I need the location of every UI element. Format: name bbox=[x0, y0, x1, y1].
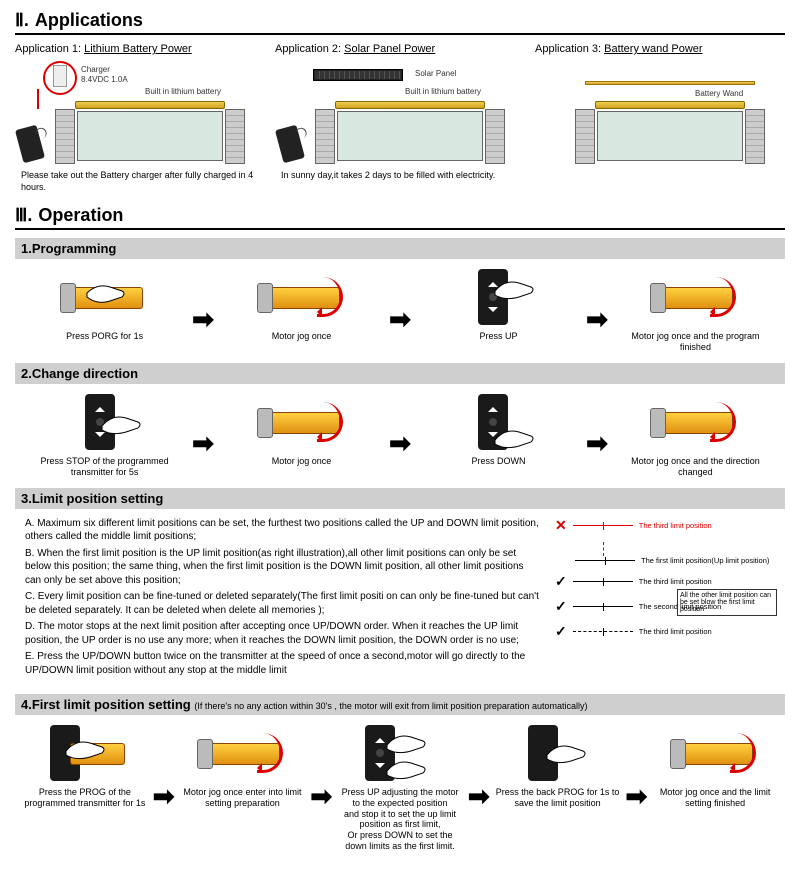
arrow-icon: ➡ bbox=[586, 410, 608, 459]
app1-diagram: Charger 8.4VDC 1.0A Built in lithium bat… bbox=[15, 59, 265, 164]
section-applications-header: Ⅱ. Applications bbox=[15, 10, 785, 35]
wall-left-icon bbox=[575, 109, 595, 164]
motor-jog-icon bbox=[650, 267, 740, 327]
step-2: Motor jog once bbox=[220, 392, 383, 467]
wand-label: Battery Wand bbox=[695, 89, 743, 98]
step-1: Press the PROG of the programmed transmi… bbox=[23, 723, 147, 809]
check-icon: ✓ bbox=[555, 598, 567, 615]
programming-steps: Press PORG for 1s ➡ Motor jog once ➡ Pre… bbox=[15, 267, 785, 353]
limit-text: A. Maximum six different limit positions… bbox=[25, 517, 539, 681]
tube-icon bbox=[75, 101, 225, 109]
limit-header: 3.Limit position setting bbox=[15, 488, 785, 509]
firstlimit-header: 4.First limit position setting (If there… bbox=[15, 694, 785, 715]
section-operation-header: Ⅲ. Operation bbox=[15, 205, 785, 230]
step-3: Press UP adjusting the motor to the expe… bbox=[338, 723, 462, 852]
wall-right-icon bbox=[225, 109, 245, 164]
shutter-icon bbox=[77, 111, 223, 161]
charger-wire-icon bbox=[37, 89, 39, 109]
application-1: Application 1: Lithium Battery Power Cha… bbox=[15, 43, 265, 193]
section-num: Ⅲ. bbox=[15, 205, 32, 226]
app2-title: Application 2: Solar Panel Power bbox=[275, 43, 525, 55]
arrow-icon: ➡ bbox=[389, 286, 411, 335]
step-2: Motor jog once bbox=[220, 267, 383, 342]
arrow-icon: ➡ bbox=[192, 410, 214, 459]
shutter-icon bbox=[337, 111, 483, 161]
press-updown-icon bbox=[355, 723, 445, 783]
wall-right-icon bbox=[485, 109, 505, 164]
wall-left-icon bbox=[315, 109, 335, 164]
hand-motor-icon bbox=[60, 267, 150, 327]
motor-jog-icon bbox=[670, 723, 760, 783]
programming-header: 1.Programming bbox=[15, 238, 785, 259]
battery-label-2: Built in lithium battery bbox=[405, 87, 481, 96]
application-3: Application 3: Battery wand Power Batter… bbox=[535, 43, 785, 193]
wall-right-icon bbox=[745, 109, 765, 164]
limit-diagram: ✕The third limit position The first limi… bbox=[555, 517, 775, 681]
section-title: Applications bbox=[35, 10, 143, 31]
arrow-icon: ➡ bbox=[192, 286, 214, 335]
press-prog-icon bbox=[40, 723, 130, 783]
shutter-icon bbox=[597, 111, 743, 161]
tube-icon bbox=[595, 101, 745, 109]
motor-jog-icon bbox=[197, 723, 287, 783]
step-4: Motor jog once and the direction changed bbox=[614, 392, 777, 478]
remote-icon bbox=[15, 125, 45, 164]
charger-plug-icon bbox=[53, 65, 67, 87]
step-2: Motor jog once enter into limit setting … bbox=[181, 723, 305, 809]
solar-panel-icon bbox=[313, 69, 403, 81]
x-icon: ✕ bbox=[555, 517, 567, 534]
step-1: ract Press STOP of the programmed transm… bbox=[23, 392, 186, 478]
arrow-icon: ➡ bbox=[389, 410, 411, 459]
step-5: Motor jog once and the limit setting fin… bbox=[653, 723, 777, 809]
app2-diagram: Solar Panel Built in lithium battery bbox=[275, 59, 525, 164]
arrow-icon: ➡ bbox=[625, 763, 647, 812]
arrow-icon: ➡ bbox=[586, 286, 608, 335]
arrow-icon: ➡ bbox=[468, 763, 490, 812]
step-3: Press DOWN bbox=[417, 392, 580, 467]
step-1: Press PORG for 1s bbox=[23, 267, 186, 342]
remote-icon bbox=[275, 125, 305, 164]
firstlimit-steps: Press the PROG of the programmed transmi… bbox=[15, 723, 785, 852]
motor-jog-icon bbox=[257, 392, 347, 452]
step-4: Press the back PROG for 1s to save the l… bbox=[496, 723, 620, 809]
wall-left-icon bbox=[55, 109, 75, 164]
limit-sidebox: All the other limit position can be set … bbox=[677, 589, 777, 616]
battery-wand-icon bbox=[585, 81, 755, 85]
motor-jog-icon bbox=[650, 392, 740, 452]
motor-jog-icon bbox=[257, 267, 347, 327]
solar-label: Solar Panel bbox=[415, 69, 456, 78]
direction-header: 2.Change direction bbox=[15, 363, 785, 384]
app3-title: Application 3: Battery wand Power bbox=[535, 43, 785, 55]
charger-label: Charger bbox=[81, 65, 110, 74]
check-icon: ✓ bbox=[555, 623, 567, 640]
direction-steps: ract Press STOP of the programmed transm… bbox=[15, 392, 785, 478]
press-down-icon bbox=[453, 392, 543, 452]
app3-diagram: Battery Wand bbox=[535, 59, 785, 164]
section-title: Operation bbox=[38, 205, 123, 226]
press-stop-icon: ract bbox=[60, 392, 150, 452]
step-3: Press UP bbox=[417, 267, 580, 342]
applications-row: Application 1: Lithium Battery Power Cha… bbox=[15, 43, 785, 193]
application-2: Application 2: Solar Panel Power Solar P… bbox=[275, 43, 525, 193]
arrow-icon: ➡ bbox=[310, 763, 332, 812]
arrow-icon: ➡ bbox=[153, 763, 175, 812]
voltage-label: 8.4VDC 1.0A bbox=[81, 75, 128, 84]
app2-caption: In sunny day,it takes 2 days to be fille… bbox=[275, 170, 525, 182]
battery-label: Built in lithium battery bbox=[145, 87, 221, 96]
app1-title: Application 1: Lithium Battery Power bbox=[15, 43, 265, 55]
tube-icon bbox=[335, 101, 485, 109]
section-num: Ⅱ. bbox=[15, 10, 29, 31]
step-4: Motor jog once and the program finished bbox=[614, 267, 777, 353]
check-icon: ✓ bbox=[555, 573, 567, 590]
press-back-prog-icon bbox=[513, 723, 603, 783]
press-up-icon bbox=[453, 267, 543, 327]
app1-caption: Please take out the Battery charger afte… bbox=[15, 170, 265, 193]
limit-section: A. Maximum six different limit positions… bbox=[15, 517, 785, 689]
